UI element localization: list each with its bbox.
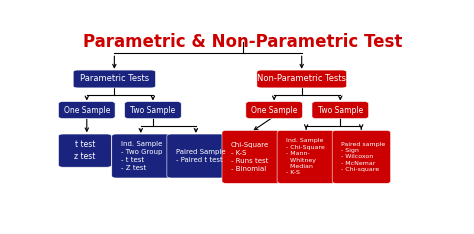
Text: Paired Sample
- Paired t test: Paired Sample - Paired t test [176, 149, 225, 163]
Text: Paired sample
- Sign
- Wilcoxon
- McNemar
- Chi-square: Paired sample - Sign - Wilcoxon - McNema… [341, 142, 385, 172]
Text: Parametric Tests: Parametric Tests [80, 74, 149, 84]
FancyBboxPatch shape [112, 134, 170, 178]
Text: t test
z test: t test z test [74, 140, 96, 161]
Text: Ind. Sample
- Chi-Square
- Mann-
  Whitney
  Median
- K-S: Ind. Sample - Chi-Square - Mann- Whitney… [286, 138, 325, 176]
Text: Non-Parametric Tests: Non-Parametric Tests [257, 74, 346, 84]
Text: Chi-Square
- K-S
- Runs test
- Binomial: Chi-Square - K-S - Runs test - Binomial [231, 142, 269, 172]
Text: One Sample: One Sample [251, 106, 297, 115]
FancyBboxPatch shape [312, 102, 369, 119]
FancyBboxPatch shape [58, 134, 111, 167]
FancyBboxPatch shape [58, 102, 115, 119]
FancyBboxPatch shape [167, 134, 225, 178]
Text: Two Sample: Two Sample [318, 106, 363, 115]
Text: Two Sample: Two Sample [130, 106, 175, 115]
FancyBboxPatch shape [277, 130, 336, 183]
FancyBboxPatch shape [257, 70, 346, 88]
Text: Parametric & Non-Parametric Test: Parametric & Non-Parametric Test [83, 33, 402, 51]
FancyBboxPatch shape [73, 70, 155, 88]
Text: Ind. Sample
- Two Group
- t test
- Z test: Ind. Sample - Two Group - t test - Z tes… [120, 141, 162, 171]
FancyBboxPatch shape [246, 102, 302, 119]
FancyBboxPatch shape [125, 102, 181, 119]
Text: One Sample: One Sample [64, 106, 110, 115]
FancyBboxPatch shape [222, 130, 281, 183]
FancyBboxPatch shape [332, 130, 391, 183]
